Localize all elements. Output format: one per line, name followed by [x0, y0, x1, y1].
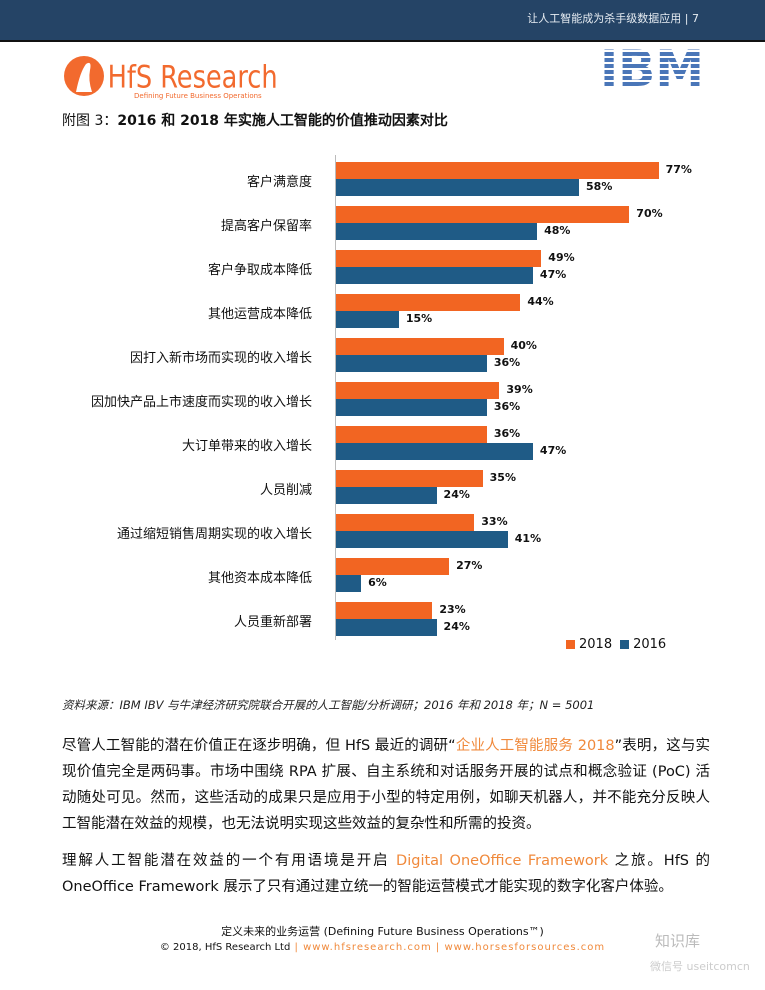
- separator: |: [431, 942, 445, 953]
- legend-swatch-2018: [566, 640, 575, 649]
- footer-links: © 2018, HfS Research Ltd | www.hfsresear…: [0, 942, 765, 953]
- legend-label-2018: 2018: [579, 637, 613, 652]
- data-label-2016: 36%: [493, 356, 521, 369]
- bar-2018: [336, 426, 487, 443]
- bar-2016: [336, 619, 437, 636]
- hfsresearch-link[interactable]: www.hfsresearch.com: [303, 942, 432, 953]
- bar-2016: [336, 487, 437, 504]
- data-label-2016: 6%: [368, 576, 387, 589]
- bar-2018: [336, 206, 630, 223]
- category-label: 其他运营成本降低: [207, 307, 312, 322]
- paragraph-1: 尽管人工智能的潜在价值正在逐步明确，但 HfS 最近的调研“企业人工智能服务 2…: [62, 733, 710, 837]
- ibm-logo: IBM: [600, 46, 704, 90]
- copyright: © 2018, HfS Research Ltd: [159, 942, 291, 953]
- data-label-2016: 58%: [586, 180, 613, 193]
- bar-2018: [336, 294, 521, 311]
- svg-text:Defining Future Business Opera: Defining Future Business Operations: [134, 92, 262, 100]
- bar-2018: [336, 338, 504, 355]
- bar-2016: [336, 267, 533, 284]
- data-label-2016: 24%: [443, 620, 470, 633]
- figure-title: 附图 3：2016 和 2018 年实施人工智能的价值推动因素对比: [62, 110, 448, 130]
- bar-2018: [336, 558, 450, 575]
- data-label-2018: 39%: [506, 383, 533, 396]
- data-label-2016: 15%: [405, 312, 433, 325]
- data-label-2018: 70%: [636, 207, 663, 220]
- framework-link[interactable]: Digital OneOffice Framework: [396, 853, 609, 869]
- bar-2018: [336, 382, 500, 399]
- legend: 2018 2016: [566, 637, 666, 652]
- watermark-name: 知识库: [655, 932, 701, 950]
- bar-2018: [336, 602, 433, 619]
- bar-2016: [336, 179, 580, 196]
- category-label: 通过缩短销售周期实现的收入增长: [116, 527, 312, 542]
- svg-text:HfS Research: HfS Research: [108, 59, 278, 96]
- bar-2018: [336, 514, 475, 531]
- figure-prefix: 附图 3：: [62, 113, 118, 129]
- category-label: 人员重新部署: [233, 615, 312, 630]
- data-label-2018: 49%: [548, 251, 575, 264]
- data-label-2016: 24%: [443, 488, 470, 501]
- bar-2016: [336, 575, 362, 592]
- bar-2016: [336, 223, 538, 240]
- y-axis-line: [335, 155, 336, 640]
- hfs-research-logo: HfS Research Defining Future Business Op…: [64, 56, 278, 100]
- report-link[interactable]: 企业人工智能服务 2018: [455, 738, 615, 754]
- category-label: 人员削减: [259, 483, 312, 498]
- data-label-2018: 77%: [665, 163, 692, 176]
- paragraph-2: 理解人工智能潜在效益的一个有用语境是开启 Digital OneOffice F…: [62, 848, 710, 900]
- para2-text-a: 理解人工智能潜在效益的一个有用语境是开启: [62, 853, 397, 869]
- category-label: 因加快产品上市速度而实现的收入增长: [90, 395, 312, 410]
- data-label-2018: 35%: [489, 471, 516, 484]
- para1-text-a: 尽管人工智能的潜在价值正在逐步明确，但 HfS 最近的调研“: [62, 738, 456, 754]
- legend-label-2016: 2016: [633, 637, 667, 652]
- separator: |: [290, 942, 304, 953]
- horsesforsources-link[interactable]: www.horsesforsources.com: [444, 942, 606, 953]
- data-label-2016: 47%: [539, 444, 567, 457]
- para1-text-b: ”表明，这与实现价值完全是两码事。市场中围绕 RPA 扩展、自主系统和对话服务开…: [62, 738, 710, 832]
- svg-text:IBM: IBM: [600, 46, 704, 90]
- bar-2016: [336, 399, 487, 416]
- data-label-2016: 41%: [514, 532, 542, 545]
- bar-chart: 2018 2016 客户满意度 77% 58% 提高客户保留率 70% 48% 客户争取成本…: [0, 150, 765, 670]
- bar-2016: [336, 531, 508, 548]
- category-label: 提高客户保留率: [220, 219, 312, 234]
- bar-2016: [336, 355, 487, 372]
- footer-tagline: 定义未来的业务运营 (Defining Future Business Oper…: [221, 925, 544, 938]
- data-label-2018: 44%: [527, 295, 554, 308]
- category-label: 大订单带来的收入增长: [181, 439, 312, 454]
- category-label: 客户争取成本降低: [207, 263, 312, 278]
- para2-text-b: 之旅。HfS 的 OneOffice Framework 展示了只有通过建立统一…: [62, 853, 710, 895]
- data-label-2018: 36%: [493, 427, 521, 440]
- bar-2018: [336, 250, 542, 267]
- bar-2018: [336, 470, 483, 487]
- data-label-2018: 27%: [456, 559, 483, 572]
- category-label: 因打入新市场而实现的收入增长: [129, 351, 312, 366]
- data-label-2018: 40%: [510, 339, 537, 352]
- bar-2016: [336, 443, 533, 460]
- category-label: 客户满意度: [246, 175, 312, 190]
- figure-title-text: 2016 和 2018 年实施人工智能的价值推动因素对比: [117, 113, 448, 129]
- category-label: 其他资本成本降低: [207, 571, 312, 586]
- bar-2018: [336, 162, 659, 179]
- watermark-id: 微信号 useitcomcn: [650, 960, 750, 973]
- legend-swatch-2016: [620, 640, 630, 649]
- data-label-2018: 33%: [481, 515, 508, 528]
- data-label-2016: 48%: [544, 224, 571, 237]
- bar-2016: [336, 311, 399, 328]
- data-label-2018: 23%: [439, 603, 466, 616]
- source-note: 资料来源：IBM IBV 与牛津经济研究院联合开展的人工智能/分析调研；2016…: [62, 698, 595, 712]
- header-bar: 让人工智能成为杀手级数据应用 | 7: [0, 0, 765, 42]
- data-label-2016: 36%: [493, 400, 521, 413]
- data-label-2016: 47%: [539, 268, 567, 281]
- header-title: 让人工智能成为杀手级数据应用 | 7: [527, 12, 699, 25]
